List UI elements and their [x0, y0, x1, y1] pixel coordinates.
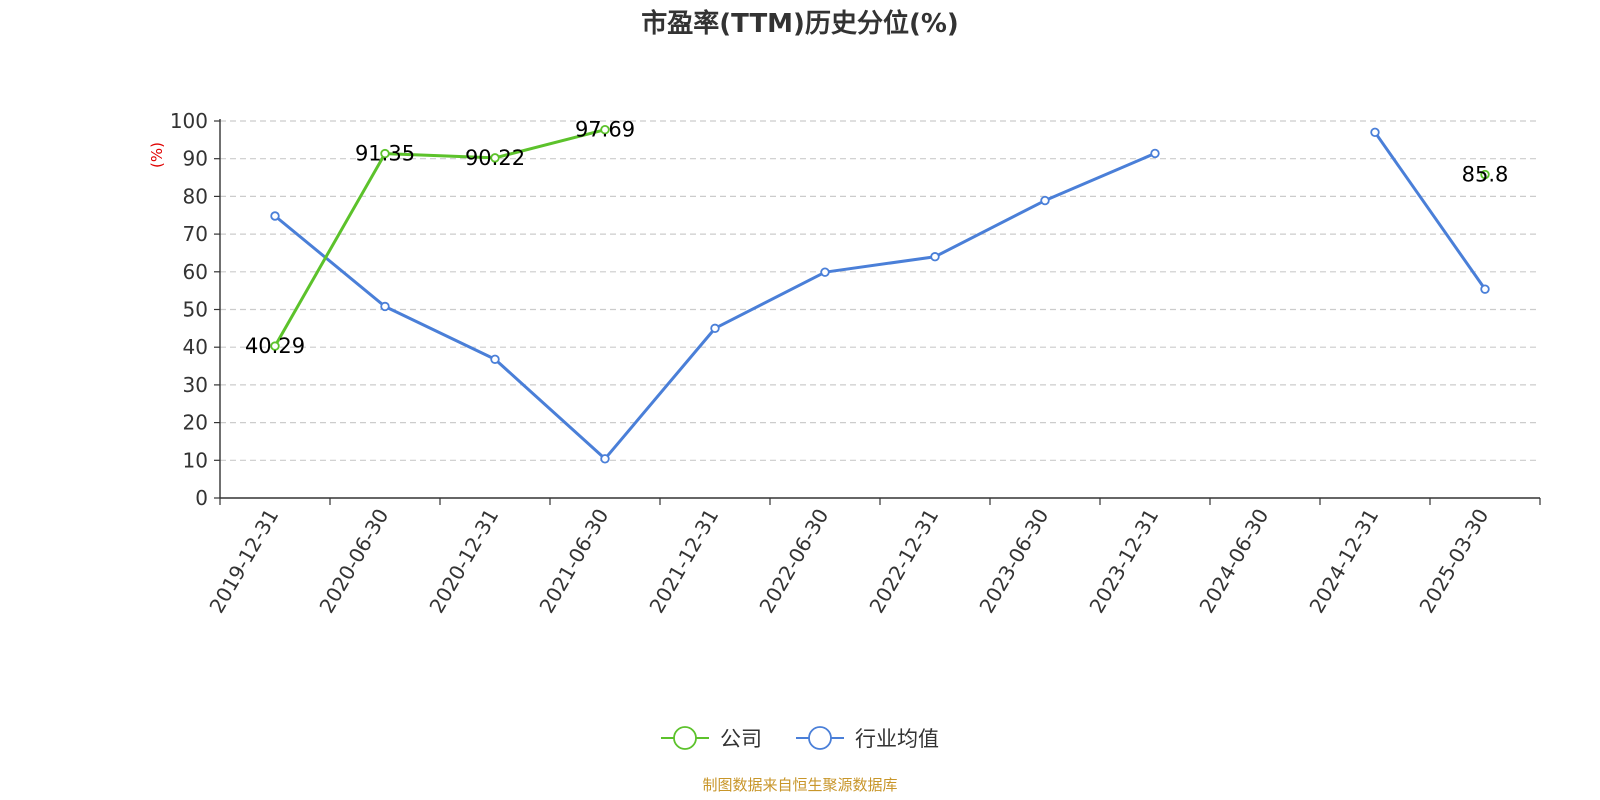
- y-tick-label-40: 40: [183, 335, 208, 359]
- series-line-company-0: [273, 128, 606, 347]
- y-tick-label-20: 20: [183, 411, 208, 435]
- y-tick-label-30: 30: [183, 373, 208, 397]
- y-tick-label-80: 80: [183, 184, 208, 208]
- legend-item-industry-avg[interactable]: 行业均值: [796, 726, 939, 751]
- point-company-2020-06-30: [380, 148, 390, 159]
- x-tick-label-2023-06-30: 2023-06-30: [974, 505, 1053, 618]
- y-tick-label-70: 70: [183, 222, 208, 246]
- y-tick-label-90: 90: [183, 147, 208, 171]
- legend-item-company[interactable]: 公司: [661, 726, 762, 751]
- point-company-2020-12-31: [490, 153, 500, 163]
- legend-marker-company: [673, 726, 697, 750]
- point-industry-avg-2020-12-31: [490, 354, 500, 364]
- point-industry-avg-2024-12-31: [1370, 127, 1380, 138]
- point-industry-avg-2021-12-31: [710, 323, 720, 334]
- point-industry-avg-2022-12-31: [930, 252, 940, 262]
- point-company-2021-06-30: [600, 125, 610, 135]
- grid-layer: [220, 120, 1540, 461]
- x-tick-label-2021-06-30: 2021-06-30: [534, 505, 613, 618]
- x-tick-label-2023-12-31: 2023-12-31: [1084, 505, 1163, 618]
- data-label-company-2020-06-30: 91.35: [355, 142, 415, 166]
- point-industry-avg-2023-06-30: [1040, 195, 1050, 206]
- x-tick-label-2025-03-30: 2025-03-30: [1414, 505, 1493, 618]
- point-industry-avg-2021-06-30: [600, 454, 610, 464]
- data-label-company-2019-12-31: 40.29: [245, 334, 305, 358]
- data-label-layer: 40.29 91.35 90.22 97.69 85.8: [245, 118, 1508, 358]
- legend[interactable]: 公司 行业均值: [661, 726, 939, 751]
- y-tick-label-100: 100: [170, 109, 208, 133]
- chart-title: 市盈率(TTM)历史分位(%): [641, 8, 959, 39]
- data-label-company-2025-03-30: 85.8: [1462, 163, 1509, 187]
- point-company-2025-03-30: [1480, 169, 1490, 180]
- x-tick-label-2024-06-30: 2024-06-30: [1194, 505, 1273, 618]
- y-axis-label: (%): [148, 142, 166, 168]
- point-industry-avg-2020-06-30: [380, 301, 390, 312]
- x-tick-label-2022-06-30: 2022-06-30: [754, 505, 833, 618]
- x-tick-label-2022-12-31: 2022-12-31: [864, 505, 943, 618]
- y-tick-label-50: 50: [183, 298, 208, 322]
- legend-marker-industry-avg: [808, 726, 832, 750]
- axis-layer: 0 10 20 30 40 50 60 70 80 90 100 2019-12-31 2020-06-…: [170, 109, 1541, 618]
- x-tick-label-2019-12-31: 2019-12-31: [204, 505, 283, 618]
- x-tick-label-2020-12-31: 2020-12-31: [424, 505, 503, 618]
- y-tick-label-60: 60: [183, 260, 208, 284]
- data-label-company-2020-12-31: 90.22: [465, 146, 525, 170]
- point-industry-avg-2023-12-31: [1150, 148, 1160, 159]
- x-tick-label-2020-06-30: 2020-06-30: [314, 505, 393, 618]
- series-layer: [270, 125, 1490, 464]
- y-tick-label-10: 10: [183, 448, 208, 472]
- x-tick-label-2021-12-31: 2021-12-31: [644, 505, 723, 618]
- source-note: 制图数据来自恒生聚源数据库: [702, 776, 897, 794]
- legend-label-industry-avg: 行业均值: [855, 727, 939, 751]
- point-company-2019-12-31: [270, 341, 280, 351]
- point-industry-avg-2025-03-30: [1480, 284, 1490, 294]
- x-tick-label-2024-12-31: 2024-12-31: [1304, 505, 1383, 618]
- legend-label-company: 公司: [720, 727, 762, 751]
- point-industry-avg-2019-12-31: [270, 211, 280, 221]
- series-line-industry-avg-0: [274, 152, 1156, 461]
- data-label-company-2021-06-30: 97.69: [575, 118, 635, 142]
- series-line-industry-avg-1: [1373, 131, 1487, 291]
- point-industry-avg-2022-06-30: [820, 267, 830, 277]
- y-tick-label-0: 0: [195, 486, 208, 510]
